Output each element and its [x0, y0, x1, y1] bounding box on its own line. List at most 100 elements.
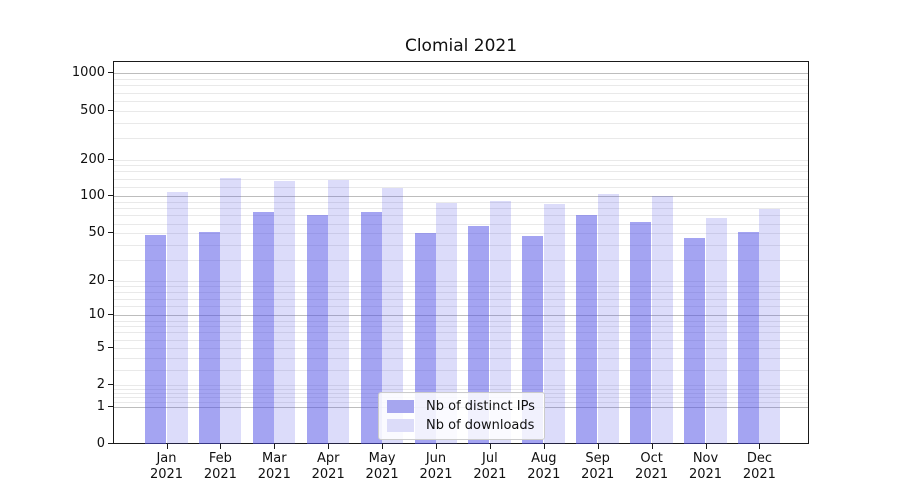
month-label: Jan — [156, 451, 177, 466]
x-tick-mark — [543, 444, 545, 449]
bar-distinct-ips — [630, 221, 652, 444]
month-label: Jun — [425, 451, 447, 466]
bar-downloads — [759, 209, 781, 444]
month-label: May — [368, 451, 396, 466]
y-tick-label: 2 — [96, 377, 105, 393]
x-tick-label: Oct 2021 — [622, 451, 682, 483]
year-label: 2021 — [365, 467, 399, 482]
year-label: 2021 — [311, 467, 345, 482]
gridline-major — [114, 73, 808, 75]
legend-row: Nb of downloads — [387, 416, 536, 435]
gridline-minor — [114, 388, 808, 390]
bar-downloads — [651, 196, 673, 444]
gridline-minor — [114, 280, 808, 282]
y-tick-mark — [108, 443, 113, 444]
gridline-minor — [114, 320, 808, 322]
chart-title: Clomial 2021 — [404, 36, 518, 56]
x-tick-label: Jun 2021 — [406, 451, 466, 483]
x-tick-label: Nov 2021 — [676, 451, 736, 483]
gridline-minor — [114, 79, 808, 81]
month-label: Mar — [262, 451, 287, 466]
gridline-minor — [114, 339, 808, 341]
x-tick-mark — [166, 444, 168, 449]
y-tick-label: 100 — [80, 188, 105, 204]
legend: Nb of distinct IPs Nb of downloads — [378, 392, 545, 440]
y-tick-mark — [108, 232, 113, 234]
x-tick-mark — [759, 444, 761, 449]
y-tick-label: 10 — [88, 307, 105, 323]
gridline-minor — [114, 92, 808, 94]
month-label: Nov — [692, 451, 719, 466]
y-tick-label: 200 — [80, 151, 105, 167]
year-label: 2021 — [203, 467, 237, 482]
gridline-minor — [114, 178, 808, 180]
legend-label-distinct-ips: Nb of distinct IPs — [426, 399, 535, 414]
year-label: 2021 — [527, 467, 561, 482]
bar-downloads — [543, 203, 565, 444]
gridline-major — [114, 315, 808, 317]
bar-distinct-ips — [145, 235, 166, 444]
gridline-minor — [114, 100, 808, 102]
y-tick-label: 1000 — [71, 65, 105, 81]
y-tick-label: 1 — [96, 398, 105, 414]
gridline-minor — [114, 165, 808, 167]
gridline-minor — [114, 306, 808, 308]
bar-distinct-ips — [360, 212, 382, 444]
gridline-minor — [114, 357, 808, 359]
bar-downloads — [274, 181, 296, 444]
y-tick-mark — [108, 72, 113, 74]
gridline-minor — [114, 259, 808, 261]
y-tick-label: 20 — [88, 272, 105, 288]
month-label: Oct — [640, 451, 663, 466]
bar-distinct-ips — [684, 238, 705, 444]
gridline-minor — [114, 369, 808, 371]
bar-downloads — [597, 194, 619, 444]
x-tick-mark — [328, 444, 330, 449]
bar-downloads — [166, 192, 188, 444]
bar-downloads — [328, 179, 350, 444]
gridline-minor — [114, 122, 808, 124]
x-tick-label: Dec 2021 — [729, 451, 789, 483]
bar-downloads — [220, 177, 242, 444]
plot-area: Nb of distinct IPs Nb of downloads — [113, 61, 809, 444]
y-tick-mark — [108, 109, 113, 111]
x-tick-label: Aug 2021 — [514, 451, 574, 483]
x-tick-mark — [489, 444, 491, 449]
y-tick-label: 50 — [88, 225, 105, 241]
gridline-minor — [114, 110, 808, 112]
bar-downloads — [382, 187, 404, 444]
x-tick-label: Jul 2021 — [460, 451, 520, 483]
x-tick-label: Apr 2021 — [298, 451, 358, 483]
y-tick-label: 5 — [96, 339, 105, 355]
y-tick-label: 0 — [96, 436, 105, 451]
gridline-minor — [114, 292, 808, 294]
month-label: Apr — [316, 451, 340, 466]
x-tick-mark — [705, 444, 707, 449]
x-tick-mark — [274, 444, 276, 449]
y-tick-mark — [108, 158, 113, 160]
x-tick-mark — [651, 444, 653, 449]
gridline-minor — [114, 326, 808, 328]
y-tick-label: 500 — [80, 102, 105, 118]
y-tick-mark — [108, 346, 113, 348]
year-label: 2021 — [473, 467, 507, 482]
gridline-minor — [114, 347, 808, 349]
y-tick-mark — [108, 405, 113, 407]
gridline-minor — [114, 186, 808, 188]
bar-distinct-ips — [576, 214, 598, 444]
gridline-minor — [114, 233, 808, 235]
gridline-minor — [114, 137, 808, 139]
gridline-minor — [114, 385, 808, 387]
year-label: 2021 — [635, 467, 669, 482]
y-tick-mark — [108, 384, 113, 386]
y-tick-mark — [108, 279, 113, 281]
bar-downloads — [436, 203, 457, 444]
year-label: 2021 — [149, 467, 184, 482]
x-tick-label: Sep 2021 — [568, 451, 628, 483]
gridline-minor — [114, 171, 808, 173]
x-tick-label: Jan 2021 — [137, 451, 197, 483]
month-label: Jul — [482, 451, 498, 466]
bar-distinct-ips — [306, 214, 328, 444]
month-label: Dec — [746, 451, 772, 466]
